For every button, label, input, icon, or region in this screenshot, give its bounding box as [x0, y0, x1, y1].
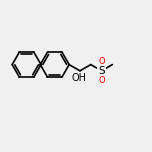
Text: O: O — [98, 76, 105, 85]
Text: S: S — [98, 66, 105, 76]
Text: O: O — [98, 57, 105, 66]
Text: OH: OH — [72, 73, 87, 83]
